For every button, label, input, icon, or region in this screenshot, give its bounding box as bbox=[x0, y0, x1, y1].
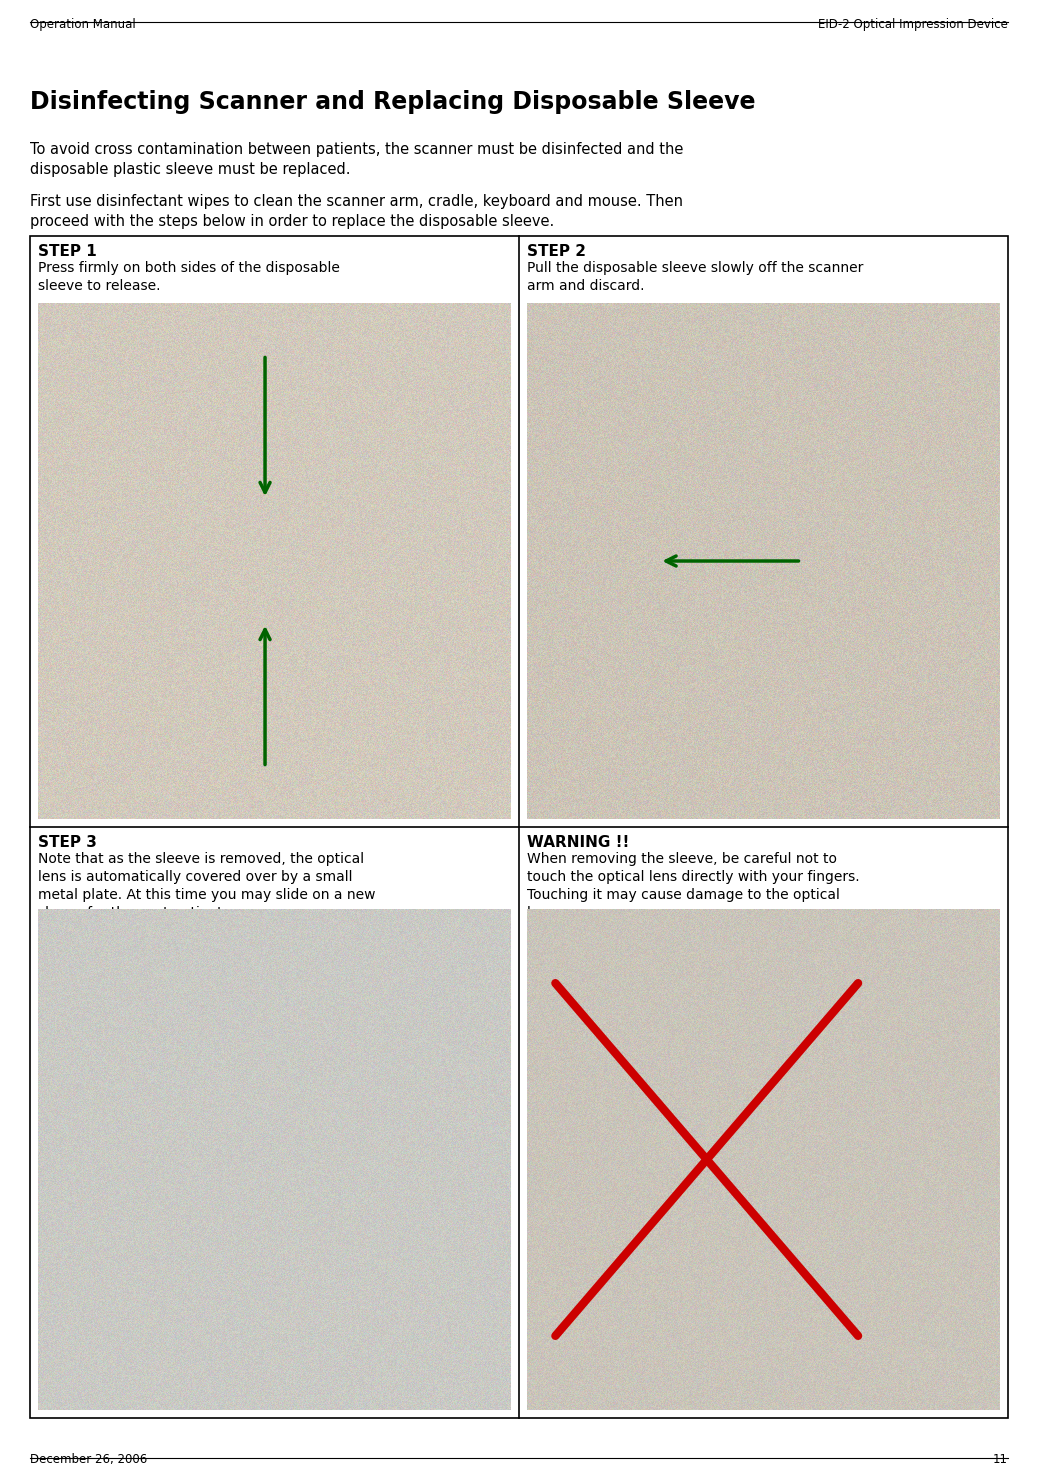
Text: EID-2 Optical Impression Device: EID-2 Optical Impression Device bbox=[818, 18, 1008, 31]
Text: When removing the sleeve, be careful not to
touch the optical lens directly with: When removing the sleeve, be careful not… bbox=[527, 852, 859, 919]
Text: First use disinfectant wipes to clean the scanner arm, cradle, keyboard and mous: First use disinfectant wipes to clean th… bbox=[30, 194, 683, 229]
Text: Disinfecting Scanner and Replacing Disposable Sleeve: Disinfecting Scanner and Replacing Dispo… bbox=[30, 90, 756, 114]
Text: Note that as the sleeve is removed, the optical
lens is automatically covered ov: Note that as the sleeve is removed, the … bbox=[38, 852, 376, 919]
Text: Pull the disposable sleeve slowly off the scanner
arm and discard.: Pull the disposable sleeve slowly off th… bbox=[527, 260, 864, 293]
Text: Operation Manual: Operation Manual bbox=[30, 18, 136, 31]
Text: STEP 1: STEP 1 bbox=[38, 244, 97, 259]
Text: 11: 11 bbox=[993, 1453, 1008, 1467]
Bar bbox=[30, 235, 1008, 1418]
Text: STEP 2: STEP 2 bbox=[527, 244, 586, 259]
Text: WARNING !!: WARNING !! bbox=[527, 835, 629, 850]
Text: Press firmly on both sides of the disposable
sleeve to release.: Press firmly on both sides of the dispos… bbox=[38, 260, 339, 293]
Text: To avoid cross contamination between patients, the scanner must be disinfected a: To avoid cross contamination between pat… bbox=[30, 142, 683, 176]
Text: STEP 3: STEP 3 bbox=[38, 835, 97, 850]
Text: December 26, 2006: December 26, 2006 bbox=[30, 1453, 147, 1467]
